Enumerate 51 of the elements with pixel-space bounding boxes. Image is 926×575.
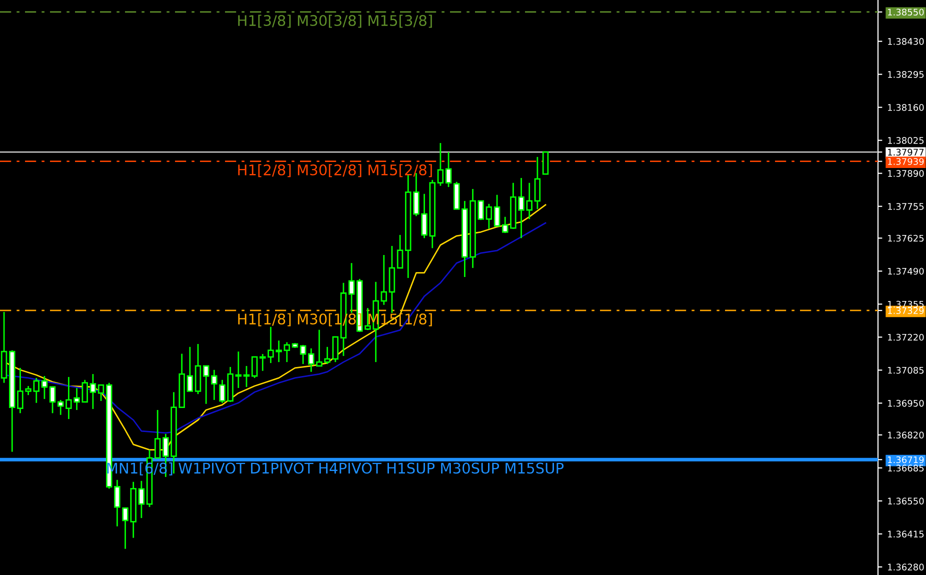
ref-line-label: H1[3/8] M30[3/8] M15[3/8] bbox=[238, 14, 432, 28]
y-tick-label: 1.37085 bbox=[888, 366, 924, 374]
candlestick bbox=[542, 151, 549, 175]
candlestick bbox=[138, 480, 145, 519]
y-tick-label: 1.36550 bbox=[888, 498, 924, 504]
candlestick bbox=[534, 156, 541, 210]
candlestick bbox=[154, 409, 161, 459]
y-tick-label: 1.37939 bbox=[888, 158, 924, 165]
y-tick-label: 1.37220 bbox=[888, 334, 924, 341]
candlestick bbox=[445, 151, 452, 188]
y-tick-label: 1.36719 bbox=[888, 456, 924, 464]
candlestick bbox=[502, 216, 508, 234]
candlestick bbox=[90, 373, 96, 410]
y-tick-label: 1.36280 bbox=[888, 564, 924, 570]
candlestick bbox=[437, 142, 444, 186]
candlestick bbox=[284, 342, 290, 363]
candlestick bbox=[211, 369, 218, 401]
candlestick bbox=[396, 234, 404, 269]
y-tick-label: 1.38295 bbox=[888, 71, 924, 78]
candlestick bbox=[243, 365, 250, 388]
y-tick-label: 1.38550 bbox=[888, 8, 924, 16]
candlestick bbox=[300, 344, 306, 365]
candlestick bbox=[380, 254, 387, 306]
candlestick bbox=[49, 386, 56, 414]
y-tick-label: 1.36820 bbox=[888, 432, 924, 438]
candlestick bbox=[486, 203, 492, 230]
candlestick bbox=[202, 365, 210, 405]
y-tick-label: 1.37890 bbox=[888, 170, 924, 177]
y-tick-label: 1.36950 bbox=[888, 400, 924, 407]
ref-line-label: H1[2/8] M30[2/8] M15[2/8] bbox=[238, 164, 432, 178]
y-tick-label: 1.38430 bbox=[888, 38, 924, 45]
y-tick-label: 1.37755 bbox=[888, 203, 924, 210]
candlestick bbox=[235, 350, 242, 389]
candlestick bbox=[388, 245, 396, 314]
y-tick-label: 1.37490 bbox=[888, 268, 924, 275]
candlestick bbox=[114, 479, 120, 528]
y-tick-label: 1.36685 bbox=[888, 464, 924, 472]
candlestick bbox=[186, 346, 194, 392]
candlestick bbox=[494, 194, 500, 227]
candlestick bbox=[348, 262, 355, 314]
candlestick bbox=[251, 356, 258, 379]
candlestick bbox=[98, 384, 104, 402]
candlestick bbox=[57, 399, 64, 416]
candlestick bbox=[332, 336, 339, 363]
candlestick bbox=[41, 375, 48, 400]
y-tick-label: 1.37977 bbox=[888, 148, 924, 156]
y-tick-label: 1.38160 bbox=[888, 104, 924, 111]
y-tick-label: 1.38025 bbox=[888, 137, 924, 144]
y-tick-label: 1.37329 bbox=[888, 307, 924, 314]
y-tick-label: 1.36415 bbox=[888, 530, 924, 538]
y-tick-label: 1.37625 bbox=[888, 234, 924, 242]
